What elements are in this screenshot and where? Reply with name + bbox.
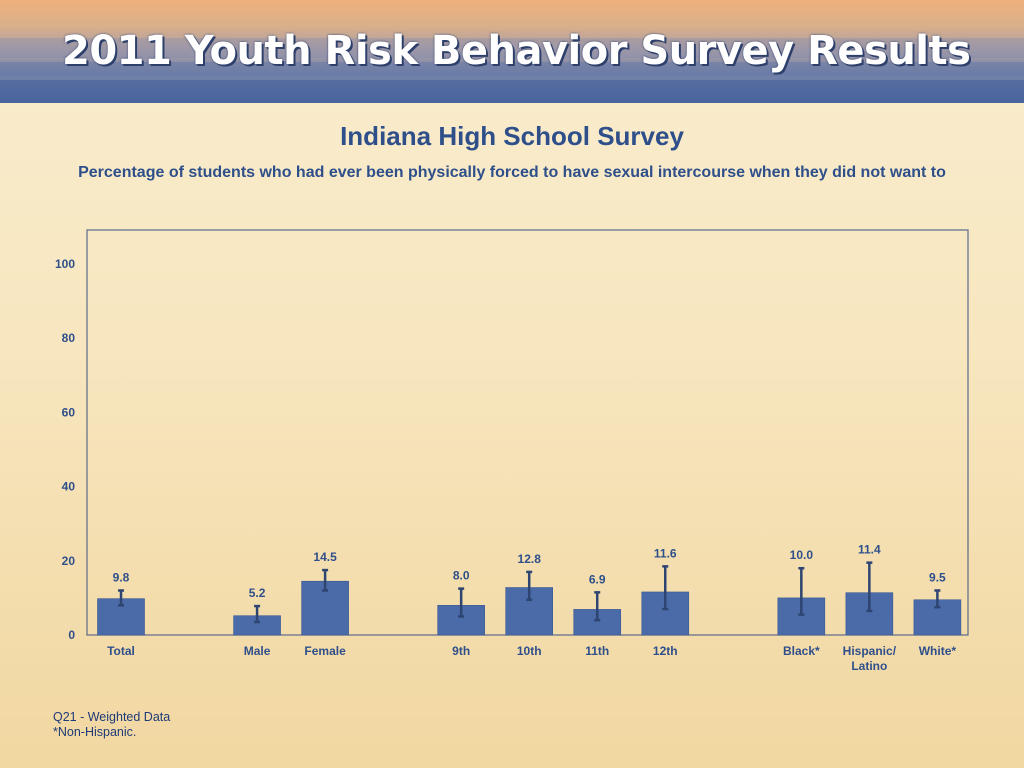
data-label: 12.8 bbox=[518, 552, 542, 566]
x-tick-label: 12th bbox=[653, 644, 678, 658]
data-label: 11.4 bbox=[858, 543, 881, 557]
y-tick-label: 20 bbox=[62, 554, 76, 568]
x-tick-label: Female bbox=[304, 644, 346, 658]
header-banner: 2011 Youth Risk Behavior Survey Results bbox=[0, 0, 1024, 103]
chart-subtitle: Percentage of students who had ever been… bbox=[78, 164, 946, 181]
y-tick-label: 0 bbox=[68, 628, 75, 642]
data-label: 11.6 bbox=[654, 546, 677, 560]
x-tick-label: White* bbox=[919, 644, 957, 658]
x-tick-label: 11th bbox=[585, 644, 609, 658]
page-title: 2011 Youth Risk Behavior Survey Results bbox=[62, 28, 971, 74]
y-tick-label: 40 bbox=[62, 480, 76, 494]
x-tick-label: Male bbox=[244, 644, 271, 658]
y-tick-label: 80 bbox=[62, 331, 76, 345]
banner-band bbox=[0, 38, 1024, 58]
data-label: 10.0 bbox=[790, 548, 814, 562]
footnotes: Q21 - Weighted Data *Non-Hispanic. bbox=[53, 710, 170, 740]
data-label: 8.0 bbox=[453, 569, 470, 583]
footnote-weighted: Q21 - Weighted Data bbox=[53, 710, 171, 724]
chart-title: Indiana High School Survey bbox=[340, 121, 684, 151]
y-tick-label: 100 bbox=[55, 257, 75, 271]
data-label: 6.9 bbox=[589, 572, 606, 586]
data-label: 9.8 bbox=[113, 570, 130, 584]
x-tick-label: 9th bbox=[452, 644, 470, 658]
banner-band bbox=[0, 80, 1024, 103]
y-tick-label: 60 bbox=[62, 405, 76, 419]
x-tick-label: 10th bbox=[517, 644, 542, 658]
x-tick-label: Black* bbox=[783, 644, 820, 658]
data-label: 9.5 bbox=[929, 570, 946, 584]
banner-band bbox=[0, 62, 1024, 76]
x-tick-label: Latino bbox=[851, 659, 887, 673]
footnote-nonhispanic: *Non-Hispanic. bbox=[53, 725, 137, 739]
x-tick-label: Total bbox=[107, 644, 135, 658]
data-label: 5.2 bbox=[249, 586, 266, 600]
data-label: 14.5 bbox=[313, 550, 337, 564]
plot-frame bbox=[86, 229, 969, 636]
x-tick-label: Hispanic/ bbox=[843, 644, 897, 658]
